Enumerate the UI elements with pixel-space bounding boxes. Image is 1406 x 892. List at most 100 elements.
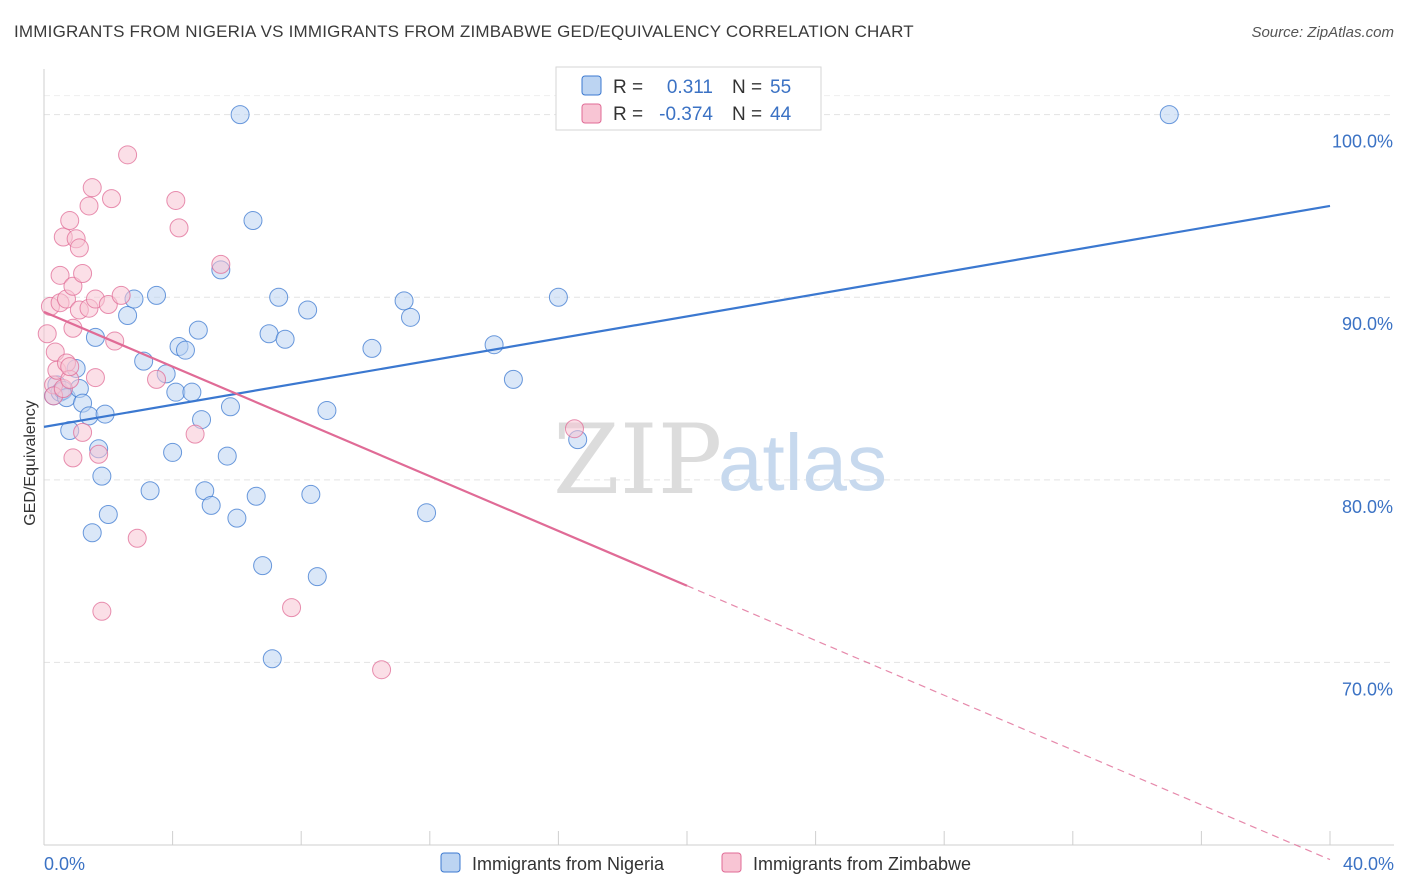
zimbabwe-n-label: N =: [732, 104, 762, 125]
legend-nigeria-swatch: [440, 852, 461, 873]
nigeria-trend-line: [43, 204, 1331, 428]
zimbabwe-point-14: [63, 448, 83, 468]
axes: [43, 69, 1394, 846]
nigeria-point-43: [298, 300, 318, 320]
nigeria-point-30: [201, 495, 221, 515]
nigeria-point-37: [246, 486, 266, 506]
nigeria-point-15: [98, 505, 118, 525]
zimbabwe-point-12: [60, 211, 80, 231]
zimbabwe-point-27: [89, 444, 109, 464]
y-tick-label-100: 100.0%: [1332, 132, 1393, 152]
zimbabwe-point-38: [185, 424, 205, 444]
legend-zimbabwe-swatch: [721, 852, 742, 873]
zimbabwe-point-43: [60, 357, 80, 377]
y-axis-tick-labels: 70.0% 80.0% 90.0% 100.0%: [1332, 132, 1393, 700]
x-tick-label-max: 40.0%: [1343, 854, 1394, 874]
nigeria-point-36: [243, 211, 263, 231]
nigeria-point-50: [417, 503, 437, 523]
nigeria-n-value: 55: [770, 77, 791, 98]
zimbabwe-point-28: [92, 601, 112, 621]
nigeria-point-16: [118, 305, 138, 325]
zimbabwe-point-23: [79, 196, 99, 216]
trend-lines: [43, 204, 1331, 861]
zimbabwe-trend-line: [43, 310, 688, 587]
y-tick-label-90: 90.0%: [1342, 314, 1393, 334]
nigeria-point-20: [147, 285, 167, 305]
zimbabwe-r-label: R =: [613, 104, 643, 125]
zimbabwe-point-26: [85, 368, 105, 388]
nigeria-points: [44, 105, 1179, 669]
legend-zimbabwe-label: Immigrants from Zimbabwe: [753, 854, 971, 874]
nigeria-point-9: [79, 406, 99, 426]
zimbabwe-point-42: [564, 419, 584, 439]
nigeria-point-42: [275, 329, 295, 349]
nigeria-point-46: [317, 400, 337, 420]
nigeria-point-26: [182, 382, 202, 402]
zimbabwe-point-7: [50, 265, 70, 285]
zimbabwe-point-29: [98, 295, 118, 315]
zimbabwe-point-30: [102, 189, 122, 209]
nigeria-point-41: [269, 287, 289, 307]
zimbabwe-points: [37, 145, 584, 680]
nigeria-point-53: [548, 287, 568, 307]
zimbabwe-point-24: [82, 178, 102, 198]
nigeria-point-39: [259, 324, 279, 344]
zimbabwe-point-15: [63, 276, 83, 296]
nigeria-point-45: [307, 567, 327, 587]
zimbabwe-point-39: [211, 254, 231, 274]
nigeria-point-25: [175, 340, 195, 360]
legend-nigeria-label: Immigrants from Nigeria: [472, 854, 665, 874]
zimbabwe-point-32: [111, 285, 131, 305]
nigeria-point-40: [262, 649, 282, 669]
nigeria-r-value: 0.311: [667, 77, 713, 98]
series-legend: Immigrants from Nigeria Immigrants from …: [440, 852, 971, 874]
nigeria-point-44: [301, 484, 321, 504]
y-tick-label-70: 70.0%: [1342, 679, 1393, 699]
nigeria-point-19: [140, 481, 160, 501]
zimbabwe-point-20: [73, 422, 93, 442]
stats-legend: R = 0.311 N = 55 R = -0.374 N = 44: [555, 66, 822, 131]
zimbabwe-point-40: [282, 598, 302, 618]
watermark-atlas: atlas: [718, 418, 887, 507]
zimbabwe-trend-extension: [686, 585, 1331, 861]
zimbabwe-point-41: [372, 660, 392, 680]
nigeria-point-55: [1159, 105, 1179, 125]
zimbabwe-point-18: [69, 238, 89, 258]
nigeria-point-33: [220, 397, 240, 417]
nigeria-swatch: [581, 75, 602, 96]
zimbabwe-point-33: [118, 145, 138, 165]
chart-title: IMMIGRANTS FROM NIGERIA VS IMMIGRANTS FR…: [14, 22, 914, 41]
zimbabwe-point-0: [37, 324, 57, 344]
nigeria-point-22: [163, 442, 183, 462]
nigeria-point-48: [394, 291, 414, 311]
nigeria-point-52: [503, 369, 523, 389]
nigeria-point-49: [401, 307, 421, 327]
nigeria-point-27: [188, 320, 208, 340]
nigeria-point-23: [166, 382, 186, 402]
nigeria-point-32: [217, 446, 237, 466]
zimbabwe-n-value: 44: [770, 104, 792, 125]
nigeria-n-label: N =: [732, 77, 762, 98]
zimbabwe-point-34: [127, 528, 147, 548]
nigeria-point-47: [362, 338, 382, 358]
y-axis-label: GED/Equivalency: [22, 400, 39, 525]
zimbabwe-r-value: -0.374: [659, 104, 713, 125]
nigeria-point-13: [92, 466, 112, 486]
nigeria-point-38: [253, 556, 273, 576]
source-label: Source: ZipAtlas.com: [1251, 24, 1394, 41]
nigeria-point-14: [95, 404, 115, 424]
nigeria-point-35: [230, 105, 250, 125]
zimbabwe-point-37: [169, 218, 189, 238]
zimbabwe-swatch: [581, 103, 602, 124]
zimbabwe-point-35: [147, 369, 167, 389]
zimbabwe-point-21: [73, 263, 93, 283]
y-tick-label-80: 80.0%: [1342, 497, 1393, 517]
zimbabwe-point-36: [166, 190, 186, 210]
grid-lines: [44, 95, 1394, 663]
nigeria-point-34: [227, 508, 247, 528]
x-tick-label-min: 0.0%: [44, 854, 85, 874]
x-axis-ticks: [43, 831, 1331, 845]
nigeria-point-10: [82, 523, 102, 543]
nigeria-r-label: R =: [613, 77, 643, 98]
